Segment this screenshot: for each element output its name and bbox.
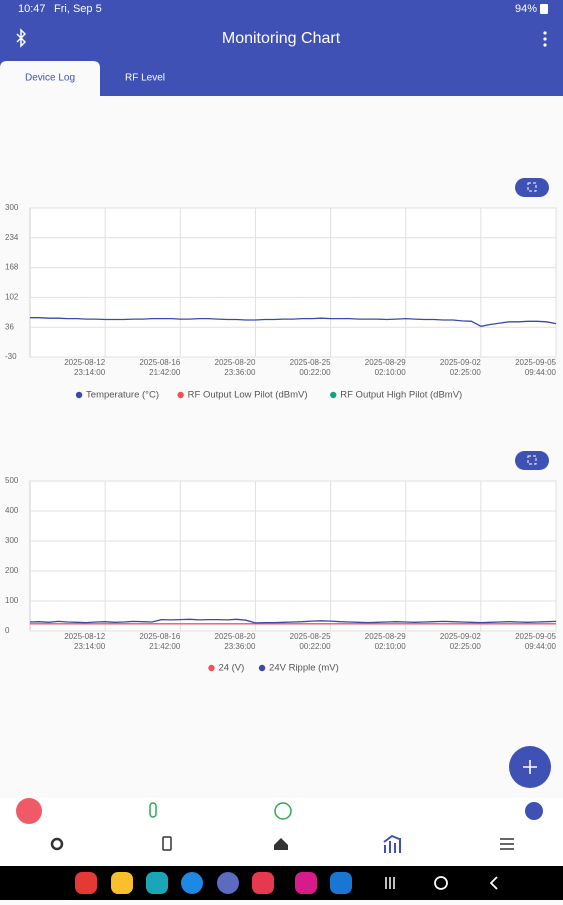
y-tick-label: 102: [5, 293, 19, 302]
bluetooth-icon[interactable]: [16, 28, 27, 48]
y-tick-label: -30: [5, 352, 17, 361]
series-line: [30, 317, 557, 327]
x-tick-label: 23:36:00: [224, 642, 256, 651]
x-tick-label: 23:14:00: [74, 642, 106, 651]
legend-swatch: [75, 391, 83, 399]
plot-area: [29, 207, 557, 358]
x-tick-label: 2025-08-29: [365, 632, 406, 641]
nav-device[interactable]: [162, 836, 172, 851]
legend-label: 24V Ripple (mV): [269, 663, 339, 674]
x-tick-label: 02:10:00: [375, 642, 407, 651]
info-icon[interactable]: [525, 802, 543, 820]
y-tick-label: 300: [5, 203, 19, 212]
expand-button[interactable]: [515, 451, 549, 470]
tab[interactable]: RF Level: [125, 73, 165, 84]
x-tick-label: 2025-08-29: [365, 358, 406, 367]
x-tick-label: 2025-09-05: [515, 632, 556, 641]
x-tick-label: 02:10:00: [375, 368, 407, 377]
x-tick-label: 2025-09-02: [440, 632, 481, 641]
app-title: Monitoring Chart: [222, 30, 341, 47]
expand-button[interactable]: [515, 178, 549, 197]
x-tick-label: 23:36:00: [224, 368, 256, 377]
y-tick-label: 0: [5, 626, 10, 635]
x-tick-label: 2025-08-16: [139, 632, 180, 641]
status-date: Fri, Sep 5: [54, 3, 102, 15]
status-indicator: [16, 798, 42, 824]
x-tick-label: 2025-08-25: [290, 632, 331, 641]
nav-home[interactable]: [274, 838, 288, 850]
legend-swatch: [177, 391, 184, 399]
status-time: 10:47: [18, 3, 46, 15]
bottom-bar: [0, 798, 563, 866]
legend-label: 24 (V): [218, 663, 244, 674]
legend-swatch: [330, 391, 337, 399]
sys-recent[interactable]: [385, 877, 395, 889]
x-tick-label: 2025-09-02: [440, 358, 481, 367]
nav-chart[interactable]: [383, 834, 401, 853]
x-tick-label: 00:22:00: [299, 642, 331, 651]
x-tick-label: 02:25:00: [450, 642, 482, 651]
x-tick-label: 23:14:00: [74, 368, 106, 377]
fab-add[interactable]: [509, 746, 551, 788]
x-tick-label: 2025-08-20: [215, 632, 256, 641]
battery-icon: [540, 4, 548, 14]
status-battery: 94%: [515, 3, 537, 15]
temp-icon[interactable]: [149, 802, 157, 818]
series-line: [29, 618, 557, 624]
x-tick-label: 2025-08-16: [139, 358, 180, 367]
y-tick-label: 500: [5, 476, 19, 485]
y-tick-label: 234: [5, 233, 19, 242]
x-tick-label: 2025-08-12: [64, 358, 105, 367]
taskbar-apps[interactable]: [75, 872, 352, 894]
legend-label: Temperature (°C): [86, 390, 159, 401]
nav-filter[interactable]: [500, 838, 514, 850]
x-tick-label: 21:42:00: [149, 368, 181, 377]
y-tick-label: 200: [5, 566, 19, 575]
legend-label: RF Output High Pilot (dBmV): [340, 390, 462, 401]
legend-swatch: [208, 664, 215, 672]
sys-back[interactable]: [489, 876, 498, 890]
tab-active-bg: [0, 61, 100, 96]
menu-icon[interactable]: [543, 31, 547, 47]
y-tick-label: 168: [5, 263, 19, 272]
x-tick-label: 00:22:00: [299, 368, 331, 377]
x-tick-label: 2025-09-05: [515, 358, 556, 367]
y-tick-label: 36: [5, 322, 14, 331]
y-tick-label: 400: [5, 506, 19, 515]
x-tick-label: 2025-08-20: [215, 358, 256, 367]
plot-area: [29, 480, 557, 632]
x-tick-label: 09:44:00: [525, 368, 557, 377]
sys-home[interactable]: [434, 876, 448, 890]
tab[interactable]: Device Log: [25, 73, 75, 84]
power-icon[interactable]: [274, 802, 292, 820]
x-tick-label: 21:42:00: [149, 642, 181, 651]
y-tick-label: 100: [5, 596, 19, 605]
y-tick-label: 300: [5, 536, 19, 545]
x-tick-label: 2025-08-25: [290, 358, 331, 367]
x-tick-label: 02:25:00: [450, 368, 482, 377]
nav-settings[interactable]: [50, 837, 64, 851]
legend-swatch: [258, 664, 266, 672]
x-tick-label: 2025-08-12: [64, 632, 105, 641]
x-tick-label: 09:44:00: [525, 642, 557, 651]
legend-label: RF Output Low Pilot (dBmV): [188, 390, 308, 401]
